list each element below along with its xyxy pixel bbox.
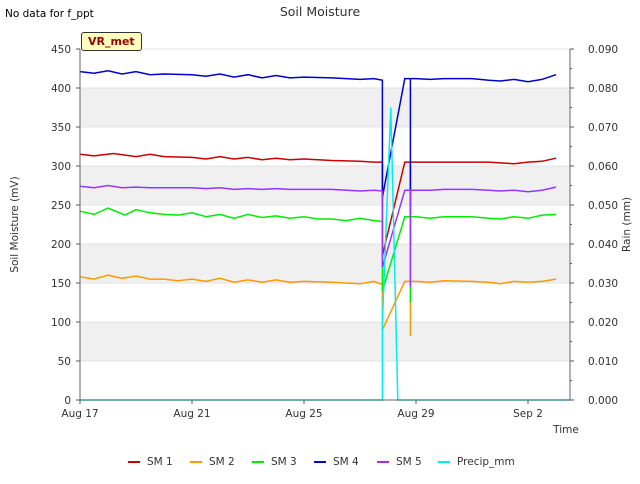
y-tick-label: 250	[51, 200, 71, 212]
band	[80, 244, 570, 283]
y-axis-label: Soil Moisture (mV)	[9, 176, 21, 272]
band	[80, 322, 570, 361]
band	[80, 88, 570, 127]
y2-tick-label: 0.020	[588, 317, 618, 329]
y2-tick-label: 0.000	[588, 395, 618, 407]
x-tick-label: Aug 17	[61, 408, 98, 420]
legend-label: SM 2	[209, 456, 235, 468]
legend-label: SM 1	[147, 456, 173, 468]
y2-tick-label: 0.060	[588, 161, 618, 173]
legend-label: Precip_mm	[457, 456, 515, 468]
y2-axis-label: Rain (mm)	[621, 197, 633, 252]
y-tick-label: 150	[51, 278, 71, 290]
y-tick-label: 350	[51, 122, 71, 134]
y-tick-label: 300	[51, 161, 71, 173]
y-tick-label: 100	[51, 317, 71, 329]
series-line-sm-1	[79, 152, 557, 256]
y-tick-label: 450	[51, 44, 71, 56]
chart-title: Soil Moisture	[279, 4, 361, 19]
no-data-note: No data for f_ppt	[5, 8, 94, 20]
y-tick-label: 200	[51, 239, 71, 251]
series-line-sm-3	[79, 207, 557, 303]
y-tick-label: 50	[58, 356, 71, 368]
x-tick-label: Aug 21	[173, 408, 210, 420]
y2-tick-label: 0.070	[588, 122, 618, 134]
site-badge: VR_met	[81, 32, 142, 51]
legend-label: SM 4	[333, 456, 359, 468]
y2-tick-label: 0.080	[588, 83, 618, 95]
series-line-sm-2	[79, 274, 557, 336]
y2-tick-label: 0.010	[588, 356, 618, 368]
x-tick-label: Aug 29	[397, 408, 434, 420]
y2-tick-label: 0.090	[588, 44, 618, 56]
series-line-sm-4	[79, 70, 557, 213]
y-tick-label: 400	[51, 83, 71, 95]
x-tick-label: Sep 2	[513, 408, 543, 420]
legend-label: SM 3	[271, 456, 297, 468]
y2-tick-label: 0.030	[588, 278, 618, 290]
y2-tick-label: 0.040	[588, 239, 618, 251]
band	[80, 166, 570, 205]
x-axis-label: Time	[552, 424, 579, 436]
y2-tick-label: 0.050	[588, 200, 618, 212]
x-tick-label: Aug 25	[285, 408, 322, 420]
y-tick-label: 0	[64, 395, 71, 407]
series-line-sm-5	[79, 184, 557, 287]
legend-label: SM 5	[396, 456, 422, 468]
